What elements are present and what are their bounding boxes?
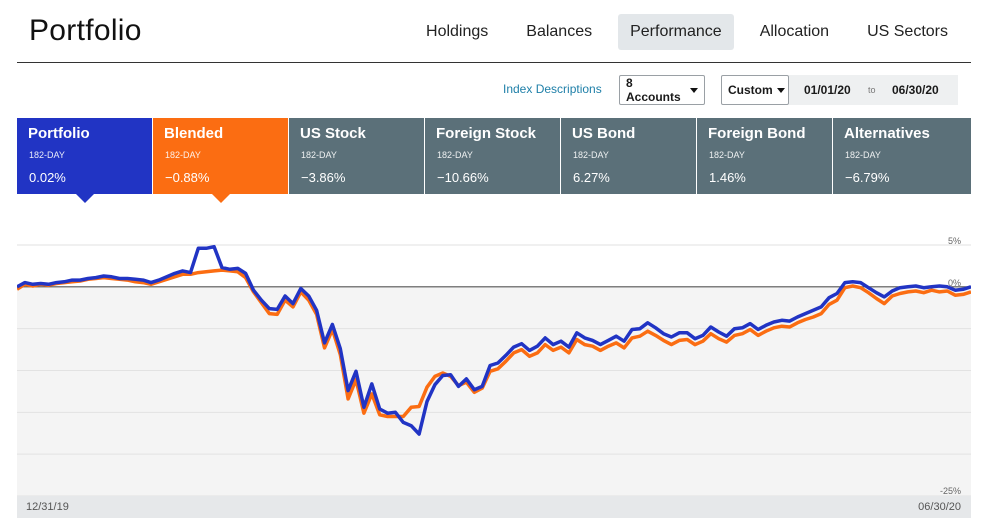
start-date-field[interactable]: 01/01/20	[804, 83, 851, 97]
card-value: 0.02%	[29, 170, 66, 185]
nav-tabs: Holdings Balances Performance Allocation…	[414, 14, 960, 50]
card-blended[interactable]: Blended 182-DAY −0.88%	[153, 118, 289, 203]
performance-chart-svg	[17, 244, 971, 496]
performance-chart: 5% 0% -25%	[17, 228, 971, 496]
card-value: −3.86%	[301, 170, 346, 185]
card-name: Foreign Stock	[436, 125, 537, 142]
card-value: −6.79%	[845, 170, 890, 185]
card-foreign-bond[interactable]: Foreign Bond 182-DAY 1.46%	[697, 118, 833, 194]
performance-cards: Portfolio 182-DAY 0.02% Blended 182-DAY …	[17, 118, 971, 203]
card-name: Blended	[164, 125, 224, 142]
tab-balances[interactable]: Balances	[526, 23, 593, 40]
date-separator: to	[868, 85, 876, 95]
card-period: 182-DAY	[709, 150, 745, 160]
card-value: 1.46%	[709, 170, 746, 185]
selected-pointer-icon	[212, 194, 230, 203]
date-range-dropdown-label: Custom	[728, 83, 773, 97]
card-foreign-stock[interactable]: Foreign Stock 182-DAY −10.66%	[425, 118, 561, 194]
x-axis-end-label: 06/30/20	[918, 501, 961, 513]
card-name: US Stock	[300, 125, 366, 142]
date-range-dropdown[interactable]: Custom	[721, 75, 789, 105]
accounts-dropdown-label: 8 Accounts	[626, 76, 681, 104]
negative-area-background	[17, 286, 971, 496]
card-period: 182-DAY	[437, 150, 473, 160]
page-title: Portfolio	[29, 14, 142, 47]
chart-x-axis: 12/31/19 06/30/20	[17, 496, 971, 518]
tab-performance[interactable]: Performance	[618, 14, 734, 50]
series-line-blended	[17, 268, 971, 419]
card-period: 182-DAY	[845, 150, 881, 160]
card-period: 182-DAY	[29, 150, 65, 160]
card-alternatives[interactable]: Alternatives 182-DAY −6.79%	[833, 118, 971, 194]
tab-allocation[interactable]: Allocation	[759, 23, 830, 40]
card-name: Portfolio	[28, 125, 90, 142]
card-portfolio[interactable]: Portfolio 182-DAY 0.02%	[17, 118, 153, 203]
date-range-fields: 01/01/20 to 06/30/20	[789, 75, 958, 105]
chevron-down-icon	[690, 87, 698, 93]
card-value: −0.88%	[165, 170, 210, 185]
header: Portfolio Holdings Balances Performance …	[0, 0, 987, 63]
card-period: 182-DAY	[301, 150, 337, 160]
tab-holdings[interactable]: Holdings	[426, 23, 489, 40]
index-descriptions-link[interactable]: Index Descriptions	[503, 82, 602, 96]
card-period: 182-DAY	[165, 150, 201, 160]
y-tick-label-bottom: -25%	[939, 486, 961, 496]
series-line-portfolio	[17, 244, 971, 436]
tab-us-sectors[interactable]: US Sectors	[867, 23, 948, 40]
card-name: Alternatives	[844, 125, 930, 142]
x-axis-start-label: 12/31/19	[26, 501, 69, 513]
card-period: 182-DAY	[573, 150, 609, 160]
y-tick-label-zero: 0%	[947, 278, 961, 288]
y-tick-label-top: 5%	[947, 236, 961, 246]
accounts-dropdown[interactable]: 8 Accounts	[619, 75, 705, 105]
header-divider	[17, 62, 971, 63]
toolbar: Index Descriptions 8 Accounts Custom 01/…	[0, 75, 987, 105]
card-us-bond[interactable]: US Bond 182-DAY 6.27%	[561, 118, 697, 194]
card-name: Foreign Bond	[708, 125, 806, 142]
card-value: −10.66%	[437, 170, 489, 185]
end-date-field[interactable]: 06/30/20	[892, 83, 939, 97]
card-value: 6.27%	[573, 170, 610, 185]
card-name: US Bond	[572, 125, 636, 142]
chevron-down-icon	[776, 87, 785, 93]
card-us-stock[interactable]: US Stock 182-DAY −3.86%	[289, 118, 425, 194]
selected-pointer-icon	[76, 194, 94, 203]
